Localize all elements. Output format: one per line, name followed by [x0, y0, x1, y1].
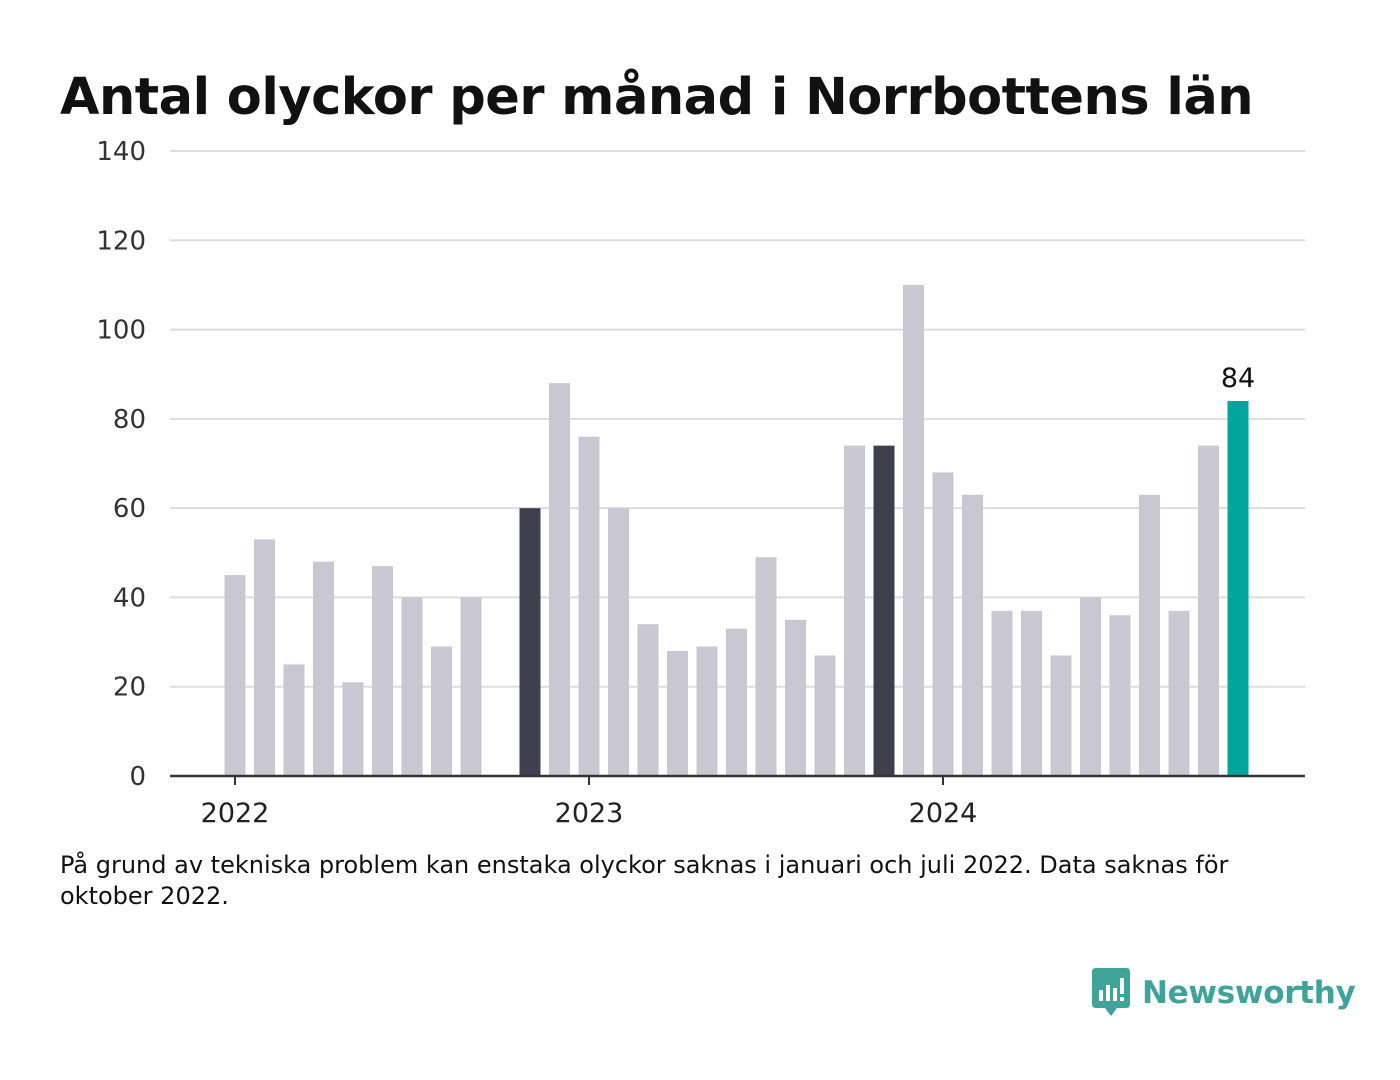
- bar: [637, 624, 659, 776]
- y-tick-label: 100: [96, 316, 146, 346]
- y-tick-label: 120: [96, 226, 146, 256]
- bar: [785, 619, 806, 776]
- y-tick-label: 60: [113, 494, 146, 524]
- y-tick-label: 0: [129, 762, 146, 792]
- y-tick-label: 40: [113, 583, 146, 613]
- x-tick-label: 2022: [201, 798, 270, 829]
- bar: [1198, 445, 1219, 776]
- y-tick-label: 20: [113, 673, 146, 703]
- bar: [549, 383, 570, 776]
- bar: [224, 575, 246, 776]
- y-tick-label: 80: [113, 405, 146, 435]
- bar: [1109, 615, 1131, 776]
- bar: [431, 646, 452, 776]
- bar: [991, 610, 1013, 776]
- bar: [814, 655, 836, 776]
- bar-chart: 0 20 40 60 80 100 120 140 84 2022 2023 2024: [96, 137, 1305, 829]
- bar: [254, 539, 275, 776]
- brand-name: Newsworthy: [1142, 975, 1356, 1011]
- bar: [1139, 494, 1160, 776]
- bar: [460, 597, 482, 776]
- bar: [755, 557, 777, 776]
- x-axis: 2022 2023 2024: [170, 774, 1305, 829]
- bar: [372, 566, 393, 776]
- bar: [1050, 655, 1072, 776]
- bar: [1021, 610, 1042, 776]
- bar: [342, 682, 364, 776]
- bar: [519, 508, 541, 776]
- x-tick-label: 2024: [909, 798, 978, 829]
- bar: [1080, 597, 1101, 776]
- y-tick-label: 140: [96, 137, 146, 167]
- brand[interactable]: Newsworthy: [1090, 968, 1356, 1018]
- data-labels: 84: [1221, 363, 1255, 394]
- bar: [1227, 401, 1249, 776]
- grid-lines: [170, 150, 1305, 688]
- chart-title: Antal olyckor per månad i Norrbottens lä…: [60, 68, 1254, 127]
- bar: [401, 597, 423, 776]
- y-axis-ticks: 0 20 40 60 80 100 120 140: [96, 137, 146, 792]
- newsworthy-logo-icon: [1092, 968, 1130, 1016]
- bar: [696, 646, 718, 776]
- bar: [932, 472, 954, 776]
- bar: [608, 508, 629, 776]
- footnote: På grund av tekniska problem kan enstaka…: [60, 851, 1229, 910]
- bar: [903, 284, 924, 776]
- bar: [726, 628, 747, 776]
- bar: [667, 651, 688, 776]
- x-tick-label: 2023: [555, 798, 624, 829]
- bar: [1168, 610, 1190, 776]
- bars: [224, 284, 1249, 776]
- bar: [873, 445, 895, 776]
- bar: [962, 494, 983, 776]
- bar: [313, 561, 334, 776]
- bar: [283, 664, 305, 776]
- data-label: 84: [1221, 363, 1255, 394]
- bar: [844, 445, 865, 776]
- bar: [578, 436, 600, 776]
